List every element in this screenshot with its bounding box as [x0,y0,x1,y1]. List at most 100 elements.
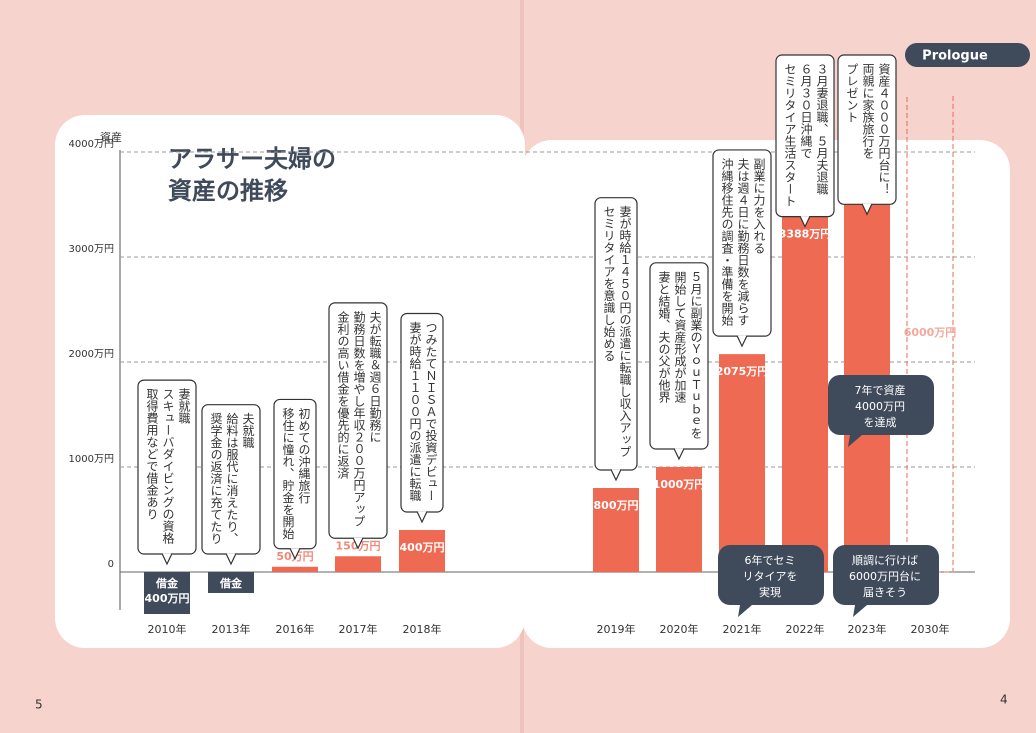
bar [144,572,190,614]
x-tick-label: 2017年 [339,622,378,636]
callout-text: つみたてＮＩＳＡで投資デビュー [424,322,438,502]
value-label: 1000万円 [653,478,706,491]
x-tick-label: 2023年 [848,622,887,636]
callout-text: 資産４０００万円台に！ [877,63,891,195]
callout-text: 勤務日数を増やし年収２００万円アップ [352,310,366,526]
value-label-part: 200万円 [209,592,254,605]
callout-pointer [799,215,811,228]
bubble-text: 6000万円台に [849,569,921,583]
bubble-text: 実現 [759,585,781,599]
y-tick-label: 2000万円 [69,349,114,360]
callout-pointer [225,553,237,566]
callout-pointer [861,203,873,216]
callout-text: 初めての沖縄旅行 [297,407,311,503]
callout-text: 副業に力を入れる [752,157,766,253]
bubble-text: 届きそう [863,586,907,599]
chart-title: アラサー夫婦の [168,145,336,173]
bar [719,354,765,572]
bar [656,467,702,572]
x-tick-label: 2030年 [911,622,950,636]
x-tick-label: 2020年 [660,622,699,636]
callout-text: 妻が時給１１００円の派遣に転職 [408,321,422,502]
callout-text: ６月３０日沖縄で [799,63,813,159]
bar [208,572,254,593]
bubble-text: を達成 [864,416,897,429]
x-tick-label: 2022年 [786,622,825,636]
value-label: 借金 400万円 [145,576,190,605]
bar [335,556,381,572]
x-tick-label: 2013年 [212,622,251,636]
value-label-part: 6000万円 [904,326,957,339]
y-tick-label: 0 [108,559,114,570]
bubble-text: 6年でセミ [745,553,796,567]
x-tick-label: 2019年 [597,622,636,636]
callout-text: 給料は服代に消えたり、 [225,412,239,544]
callout-pointer [289,547,301,561]
value-label: 800万円 [594,499,639,512]
value-label: 3388万円 [779,227,832,240]
value-label-part: 800万円 [594,499,639,512]
callout-pointer [673,448,685,461]
x-tick-label: 2010年 [148,622,187,636]
value-label-part: 400万円 [145,592,190,605]
x-tick-label: 2021年 [723,622,762,636]
bubble-text: 7年で資産 [855,383,906,397]
bar [399,530,445,572]
speech-bubble [828,375,934,447]
bar [593,488,639,572]
bar [782,216,828,572]
callout-pointer [736,335,748,348]
callout-text: ５月に副業のＹｏｕＴｕｂｅを [689,271,703,439]
value-label-part: 3388万円 [779,227,832,240]
value-label-part: 2075万円 [716,365,769,378]
speech-bubble [833,545,939,617]
page-number: 5 [35,698,43,712]
callout-pointer [610,469,622,482]
callout-text: セミリタイアを意識し始める [602,206,616,362]
callout-text: 夫が転職＆週６日勤務に [368,310,382,442]
callout-text: 沖縄移住先の調査・準備を開始 [720,157,734,325]
callout-text: 妻が時給１４５０円の派遣に転職し収入アップ [618,205,632,457]
y-tick-label: 4000万円 [69,139,114,150]
value-label-part: 1000万円 [653,478,706,491]
callout-text: プレゼント [845,63,859,123]
callout-text: 両親に家族旅行を [861,63,875,159]
callout-text: 移住に憧れ、貯金を開始 [281,407,295,539]
callout-text: 取得費用などで借金あり [145,388,159,520]
callout-text: 金利の高い借金を優先的に返済 [336,309,350,478]
value-label: 6000万円 [904,326,957,339]
callout-text: 妻就職 [177,388,191,425]
bubble-text: 順調に行けば [852,553,918,567]
callout-pointer [416,511,428,524]
value-label-part: 借金 [219,576,243,590]
callout-text: スキューバダイビングの資格 [161,388,175,544]
callout-text: 奨学金の返済に充てたり [209,412,223,544]
callout-text: ３月妻退職、５月夫退職 [815,63,829,196]
y-axis-label: 資産 [100,131,122,144]
x-tick-label: 2018年 [403,622,442,636]
page-number: 4 [1000,693,1008,707]
speech-bubble [718,545,824,617]
bubble-text: リタイアを [743,570,798,583]
badge-bg [905,43,1030,67]
value-label: 借金 200万円 [209,576,254,605]
x-tick-label: 2016年 [276,622,315,636]
callout-pointer [161,553,173,566]
callout-text: 開始して資産形成が加速 [673,270,687,402]
value-label-part: 借金 [155,576,179,590]
y-tick-label: 3000万円 [69,244,114,255]
callout-text: 夫は週４日に勤務日数を減らす [736,157,750,325]
callout-text: セミリタイア生活スタート [783,63,797,207]
value-label: 400万円 [400,541,445,554]
chart-title: 資産の推移 [168,177,288,205]
value-label: 2075万円 [716,365,769,378]
value-label-part: 400万円 [400,541,445,554]
y-tick-label: 1000万円 [69,454,114,465]
callout-text: 妻と結婚、夫の父が他界 [657,270,671,403]
badge: Prologue [922,49,988,64]
callout-text: 夫就職 [241,412,255,449]
callout-pointer [352,537,364,550]
bar [844,152,890,572]
